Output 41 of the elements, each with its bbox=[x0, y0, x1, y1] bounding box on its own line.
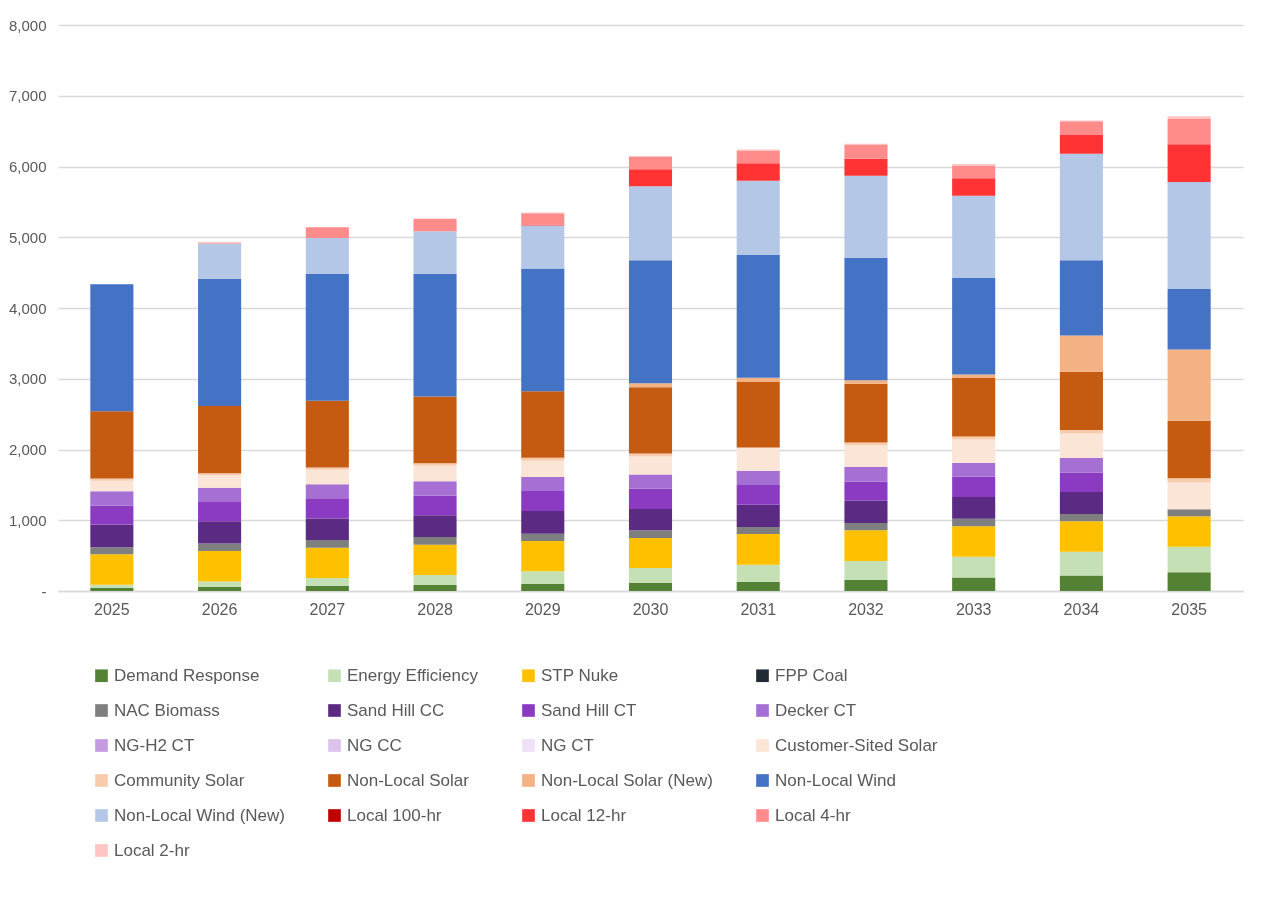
legend-label: Sand Hill CC bbox=[347, 700, 445, 720]
y-tick-label: - bbox=[41, 582, 47, 600]
legend-label: Local 12-hr bbox=[541, 805, 627, 825]
legend-label: Community Solar bbox=[114, 770, 245, 790]
legend-label: Demand Response bbox=[114, 665, 260, 685]
x-tick-label: 2035 bbox=[1171, 600, 1208, 618]
legend-label: FPP Coal bbox=[775, 665, 848, 685]
legend-label: Local 4-hr bbox=[775, 805, 851, 825]
legend-label: NAC Biomass bbox=[114, 700, 220, 720]
x-tick-label: 2029 bbox=[524, 600, 561, 618]
x-tick-label: 2025 bbox=[94, 600, 130, 618]
x-tick-label: 2027 bbox=[309, 600, 346, 618]
y-tick-label: 1,000 bbox=[8, 511, 47, 529]
y-tick-label: 7,000 bbox=[8, 87, 47, 105]
y-tick-label: 8,000 bbox=[8, 16, 47, 34]
x-tick-label: 2034 bbox=[1063, 600, 1100, 618]
y-tick-label: 2,000 bbox=[8, 441, 47, 458]
y-tick-label: 4,000 bbox=[8, 299, 47, 317]
legend-label: Non-Local Wind (New) bbox=[114, 805, 285, 825]
legend-label: Customer-Sited Solar bbox=[775, 735, 938, 755]
x-tick-label: 2033 bbox=[955, 600, 992, 618]
x-tick-label: 2030 bbox=[632, 600, 669, 618]
x-tick-label: 2026 bbox=[201, 600, 238, 618]
legend-label: Energy Efficiency bbox=[347, 665, 479, 685]
x-tick-label: 2032 bbox=[848, 600, 884, 618]
legend-label: Non-Local Solar bbox=[347, 770, 470, 790]
legend-label: NG CT bbox=[541, 735, 594, 755]
legend-label: Non-Local Solar (New) bbox=[541, 770, 713, 790]
x-tick-label: 2031 bbox=[740, 600, 777, 618]
legend-label: Decker CT bbox=[775, 700, 857, 720]
legend-label: NG CC bbox=[347, 735, 402, 755]
legend-label: Local 100-hr bbox=[347, 805, 442, 825]
y-tick-label: 6,000 bbox=[8, 158, 47, 175]
legend-label: Local 2-hr bbox=[114, 840, 190, 860]
legend-label: Sand Hill CT bbox=[541, 700, 637, 720]
x-tick-label: 2028 bbox=[417, 600, 453, 618]
legend-label: Non-Local Wind bbox=[775, 770, 896, 790]
y-tick-label: 5,000 bbox=[8, 228, 47, 246]
legend-label: STP Nuke bbox=[541, 665, 619, 685]
y-tick-label: 3,000 bbox=[8, 370, 47, 388]
legend-label: NG-H2 CT bbox=[114, 735, 195, 755]
